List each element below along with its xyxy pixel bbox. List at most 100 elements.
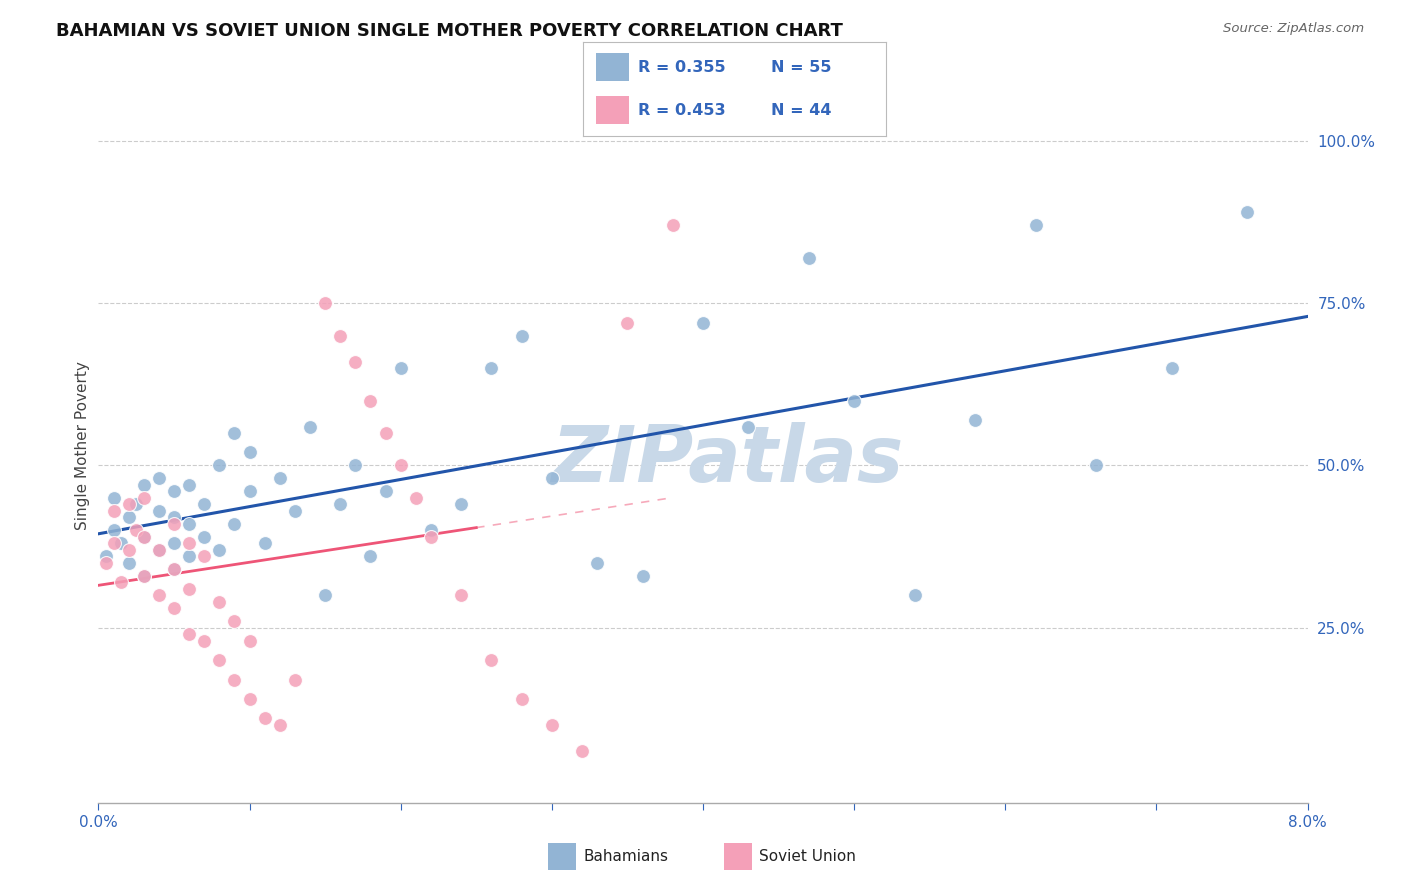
Point (239, 692, 262, 706)
Point (389, 458, 412, 473)
Bar (596, 54, 628, 81)
Point (163, 536, 186, 550)
Point (737, 419, 759, 434)
Bar (548, 843, 576, 870)
Point (314, 296, 336, 310)
Point (389, 361, 412, 376)
Point (692, 316, 714, 330)
Point (541, 471, 564, 485)
Point (481, 653, 503, 667)
Text: R = 0.355: R = 0.355 (638, 60, 725, 75)
Point (103, 536, 125, 550)
Point (193, 633, 215, 648)
Point (299, 419, 322, 434)
Point (125, 524, 148, 538)
Point (208, 653, 231, 667)
Point (163, 601, 186, 615)
Point (631, 568, 654, 582)
Point (1085, 458, 1108, 473)
Point (193, 530, 215, 544)
Point (360, 549, 382, 564)
Point (284, 673, 307, 687)
Point (132, 491, 155, 505)
Point (344, 354, 367, 368)
Point (662, 219, 685, 233)
Point (965, 413, 987, 427)
Point (110, 536, 132, 550)
Point (224, 673, 246, 687)
Point (481, 361, 503, 376)
Point (586, 556, 609, 570)
Text: ZIPatlas: ZIPatlas (551, 422, 903, 499)
Text: R = 0.453: R = 0.453 (638, 103, 725, 118)
Point (163, 562, 186, 576)
Point (239, 484, 262, 499)
Point (224, 425, 246, 440)
Point (103, 491, 125, 505)
Point (510, 692, 533, 706)
Point (94, 549, 117, 564)
Point (284, 504, 307, 518)
Point (208, 542, 231, 557)
Point (132, 568, 155, 582)
Point (374, 425, 396, 440)
Point (224, 614, 246, 628)
Point (541, 718, 564, 732)
Point (208, 595, 231, 609)
Point (405, 491, 427, 505)
Point (616, 316, 638, 330)
Bar (724, 843, 752, 870)
Point (844, 393, 866, 408)
Point (179, 478, 201, 492)
Point (571, 744, 593, 758)
Point (110, 575, 132, 590)
Point (163, 516, 186, 531)
Text: BAHAMIAN VS SOVIET UNION SINGLE MOTHER POVERTY CORRELATION CHART: BAHAMIAN VS SOVIET UNION SINGLE MOTHER P… (56, 22, 844, 40)
Point (148, 471, 170, 485)
Point (344, 458, 367, 473)
Point (148, 504, 170, 518)
Point (224, 516, 246, 531)
Y-axis label: Single Mother Poverty: Single Mother Poverty (75, 361, 90, 531)
Point (797, 251, 820, 265)
Point (450, 497, 472, 511)
Point (179, 627, 201, 641)
Point (510, 328, 533, 343)
Point (208, 458, 231, 473)
Point (253, 536, 276, 550)
Point (239, 445, 262, 459)
Point (314, 588, 336, 602)
Bar (596, 96, 628, 124)
Point (269, 471, 291, 485)
Text: Soviet Union: Soviet Union (759, 849, 856, 863)
Point (125, 497, 148, 511)
Point (420, 524, 443, 538)
Point (374, 484, 396, 499)
Point (1025, 219, 1047, 233)
Text: N = 55: N = 55 (770, 60, 831, 75)
Point (118, 497, 141, 511)
Point (132, 530, 155, 544)
Point (118, 510, 141, 524)
Point (1160, 361, 1182, 376)
Point (179, 516, 201, 531)
Point (103, 504, 125, 518)
Point (132, 530, 155, 544)
Point (148, 588, 170, 602)
Point (1236, 205, 1258, 219)
Point (179, 549, 201, 564)
Point (132, 478, 155, 492)
Point (132, 568, 155, 582)
Point (118, 542, 141, 557)
Point (329, 497, 352, 511)
Text: Source: ZipAtlas.com: Source: ZipAtlas.com (1223, 22, 1364, 36)
Point (904, 588, 927, 602)
Text: N = 44: N = 44 (770, 103, 831, 118)
Point (329, 328, 352, 343)
Point (148, 542, 170, 557)
Point (148, 542, 170, 557)
Text: Bahamians: Bahamians (583, 849, 668, 863)
Point (163, 484, 186, 499)
Point (103, 524, 125, 538)
Point (163, 562, 186, 576)
